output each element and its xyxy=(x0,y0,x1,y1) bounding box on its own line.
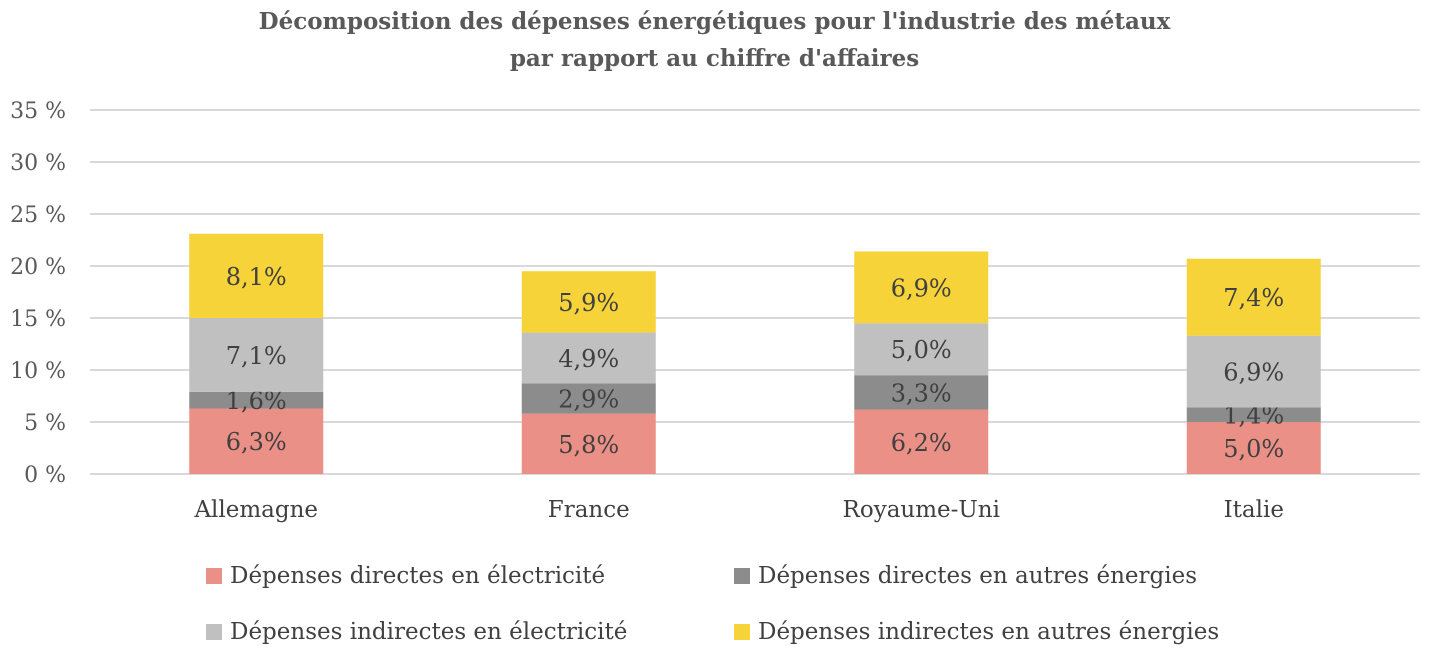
bar-segment xyxy=(854,323,989,376)
data-label: 7,1% xyxy=(226,342,287,370)
data-label: 6,3% xyxy=(226,428,287,456)
legend-label: Dépenses indirectes en autres énergies xyxy=(758,619,1220,645)
data-label: 4,9% xyxy=(558,345,619,373)
bar-segment xyxy=(189,233,324,318)
legend: Dépenses directes en électricité Dépense… xyxy=(206,562,1326,646)
x-tick-label: Allemagne xyxy=(193,497,318,523)
data-label: 8,1% xyxy=(226,263,287,291)
y-tick-label: 5 % xyxy=(24,411,66,436)
legend-swatch xyxy=(734,568,750,584)
bar-segment xyxy=(189,391,324,409)
bar-segment xyxy=(521,332,656,384)
data-label: 5,0% xyxy=(891,336,952,364)
chart-title-line-2: par rapport au chiffre d'affaires xyxy=(509,45,920,72)
y-tick-label: 25 % xyxy=(10,203,66,228)
bar-segment xyxy=(521,413,656,474)
legend-item-direct-electricity: Dépenses directes en électricité xyxy=(206,562,734,590)
legend-item-direct-other: Dépenses directes en autres énergies xyxy=(734,562,1326,590)
bar-segment xyxy=(521,383,656,414)
bar-segment xyxy=(1186,407,1321,422)
x-tick-label: France xyxy=(548,497,630,523)
bar-segment xyxy=(189,408,324,474)
y-tick-label: 15 % xyxy=(10,307,66,332)
data-label: 6,9% xyxy=(1223,359,1284,387)
data-label: 7,4% xyxy=(1223,284,1284,312)
legend-item-indirect-other: Dépenses indirectes en autres énergies xyxy=(734,618,1326,646)
bar-segment xyxy=(1186,335,1321,408)
y-tick-label: 20 % xyxy=(10,255,66,280)
data-label: 3,3% xyxy=(891,379,952,407)
data-label: 6,9% xyxy=(891,274,952,302)
bar-segment xyxy=(854,409,989,474)
data-label: 5,0% xyxy=(1223,435,1284,463)
legend-swatch xyxy=(206,568,222,584)
legend-label: Dépenses indirectes en électricité xyxy=(230,619,628,645)
bar-segment xyxy=(1186,258,1321,336)
data-label: 6,2% xyxy=(891,429,952,457)
data-label: 2,9% xyxy=(558,386,619,414)
bar-segment xyxy=(854,375,989,410)
bar-segment xyxy=(1186,422,1321,474)
data-label: 5,8% xyxy=(558,431,619,459)
legend-label: Dépenses directes en autres énergies xyxy=(758,563,1198,589)
y-tick-label: 10 % xyxy=(10,359,66,384)
y-tick-label: 35 % xyxy=(10,99,66,124)
legend-swatch xyxy=(734,624,750,640)
chart-title-line-1: Décomposition des dépenses énergétiques … xyxy=(258,8,1171,35)
y-tick-label: 0 % xyxy=(24,463,66,488)
legend-item-indirect-electricity: Dépenses indirectes en électricité xyxy=(206,618,734,646)
bar-segment xyxy=(189,318,324,392)
x-tick-label: Italie xyxy=(1224,497,1284,523)
legend-swatch xyxy=(206,624,222,640)
x-tick-label: Royaume-Uni xyxy=(843,497,1000,523)
y-tick-label: 30 % xyxy=(10,151,66,176)
bar-segment xyxy=(854,251,989,324)
bar-segment xyxy=(521,271,656,333)
legend-label: Dépenses directes en électricité xyxy=(230,563,606,589)
data-label: 5,9% xyxy=(558,289,619,317)
